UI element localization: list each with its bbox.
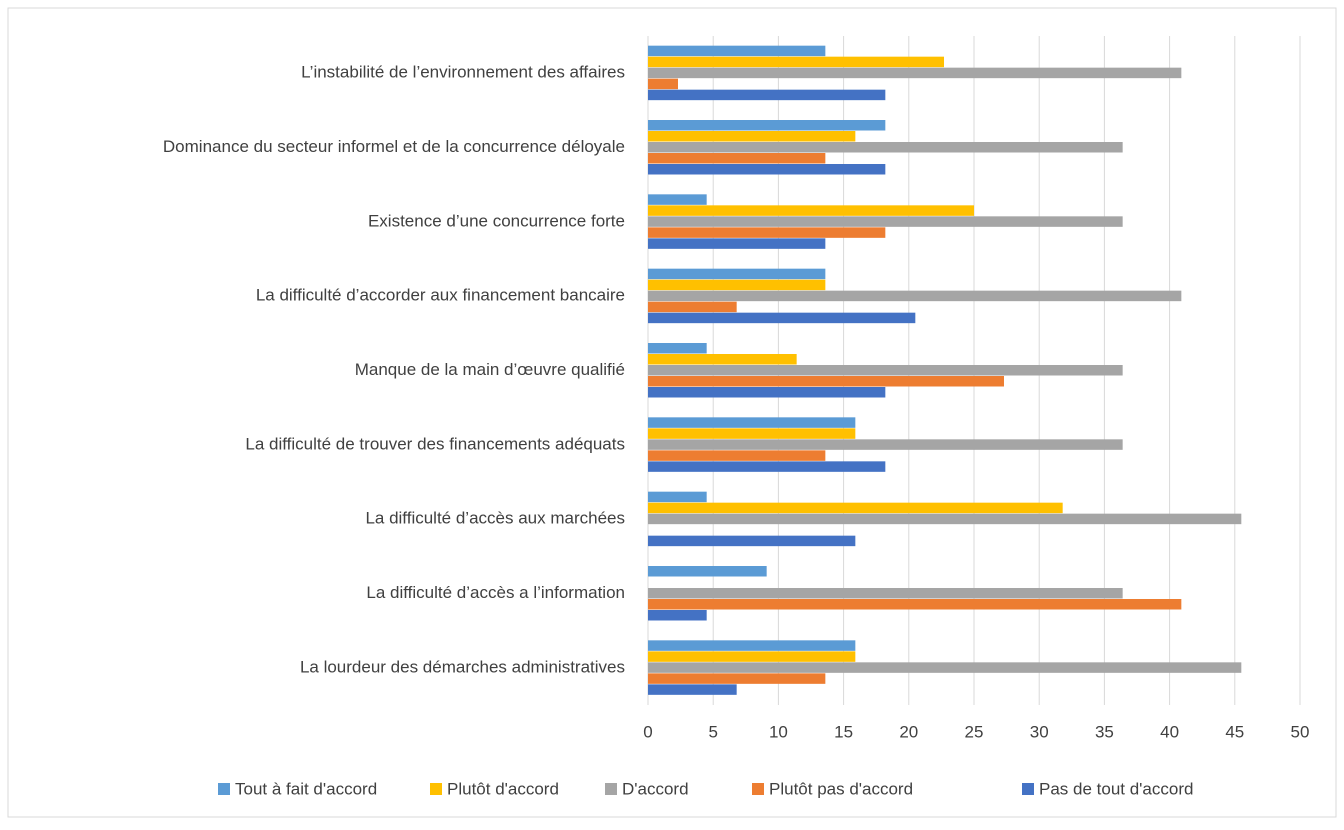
- bar: [648, 651, 856, 662]
- bar: [648, 566, 767, 577]
- legend-swatch: [218, 783, 230, 795]
- bar: [648, 535, 856, 547]
- bar: [648, 376, 1004, 387]
- legend-label: Plutôt d'accord: [447, 779, 559, 798]
- x-tick-label: 0: [643, 722, 652, 741]
- bar: [648, 227, 886, 238]
- bar: [648, 343, 707, 354]
- legend-swatch: [1022, 783, 1034, 795]
- legend-label: Plutôt pas d'accord: [769, 779, 913, 798]
- bar: [648, 78, 678, 90]
- bar: [648, 153, 826, 164]
- bar: [648, 599, 1182, 610]
- bar: [648, 640, 856, 651]
- bar: [648, 673, 826, 684]
- legend-label: D'accord: [622, 779, 689, 798]
- category-label: La difficulté d’accorder aux financement…: [256, 286, 625, 305]
- category-label: Existence d’une concurrence forte: [368, 211, 625, 230]
- x-tick-label: 5: [708, 722, 717, 741]
- category-label: La difficulté d’accès aux marchées: [365, 509, 625, 528]
- bar: [648, 610, 707, 621]
- bar: [648, 428, 856, 439]
- bar: [648, 312, 916, 324]
- bar: [648, 45, 826, 57]
- bar: [648, 439, 1123, 450]
- bar: [648, 268, 826, 280]
- bar: [648, 450, 826, 461]
- x-tick-label: 30: [1030, 722, 1049, 741]
- bar: [648, 164, 886, 175]
- bar: [648, 131, 856, 142]
- x-tick-label: 35: [1095, 722, 1114, 741]
- x-tick-label: 15: [834, 722, 853, 741]
- bar: [648, 588, 1123, 599]
- bar: [648, 238, 826, 249]
- legend-label: Pas de tout d'accord: [1039, 779, 1193, 798]
- legend-swatch: [752, 783, 764, 795]
- category-label: La lourdeur des démarches administrative…: [300, 657, 625, 676]
- x-tick-label: 50: [1291, 722, 1310, 741]
- x-tick-label: 25: [965, 722, 984, 741]
- bar: [648, 662, 1242, 673]
- bar: [648, 279, 826, 291]
- bar: [648, 491, 707, 503]
- bar: [648, 684, 737, 695]
- bar: [648, 56, 945, 68]
- bar: [648, 142, 1123, 153]
- bar: [648, 301, 737, 313]
- category-label: Dominance du secteur informel et de la c…: [163, 137, 625, 156]
- bar: [648, 354, 797, 365]
- legend-swatch: [430, 783, 442, 795]
- bar: [648, 67, 1182, 79]
- bar: [648, 290, 1182, 302]
- category-label: La difficulté de trouver des financement…: [245, 434, 625, 453]
- bar: [648, 216, 1123, 227]
- bar: [648, 461, 886, 472]
- category-label: L’instabilité de l’environnement des aff…: [301, 63, 625, 82]
- legend-label: Tout à fait d'accord: [235, 779, 377, 798]
- x-tick-label: 20: [899, 722, 918, 741]
- bar: [648, 194, 707, 205]
- bar: [648, 387, 886, 398]
- x-tick-label: 45: [1225, 722, 1244, 741]
- bar: [648, 417, 856, 428]
- bar: [648, 365, 1123, 376]
- legend-swatch: [605, 783, 617, 795]
- category-label: Manque de la main d’œuvre qualifié: [355, 360, 625, 379]
- bar: [648, 205, 974, 216]
- x-tick-label: 10: [769, 722, 788, 741]
- bar: [648, 89, 886, 101]
- bar: [648, 502, 1063, 514]
- x-tick-label: 40: [1160, 722, 1179, 741]
- category-label: La difficulté d’accès a l’information: [366, 583, 625, 602]
- bar: [648, 513, 1242, 525]
- bar: [648, 120, 886, 131]
